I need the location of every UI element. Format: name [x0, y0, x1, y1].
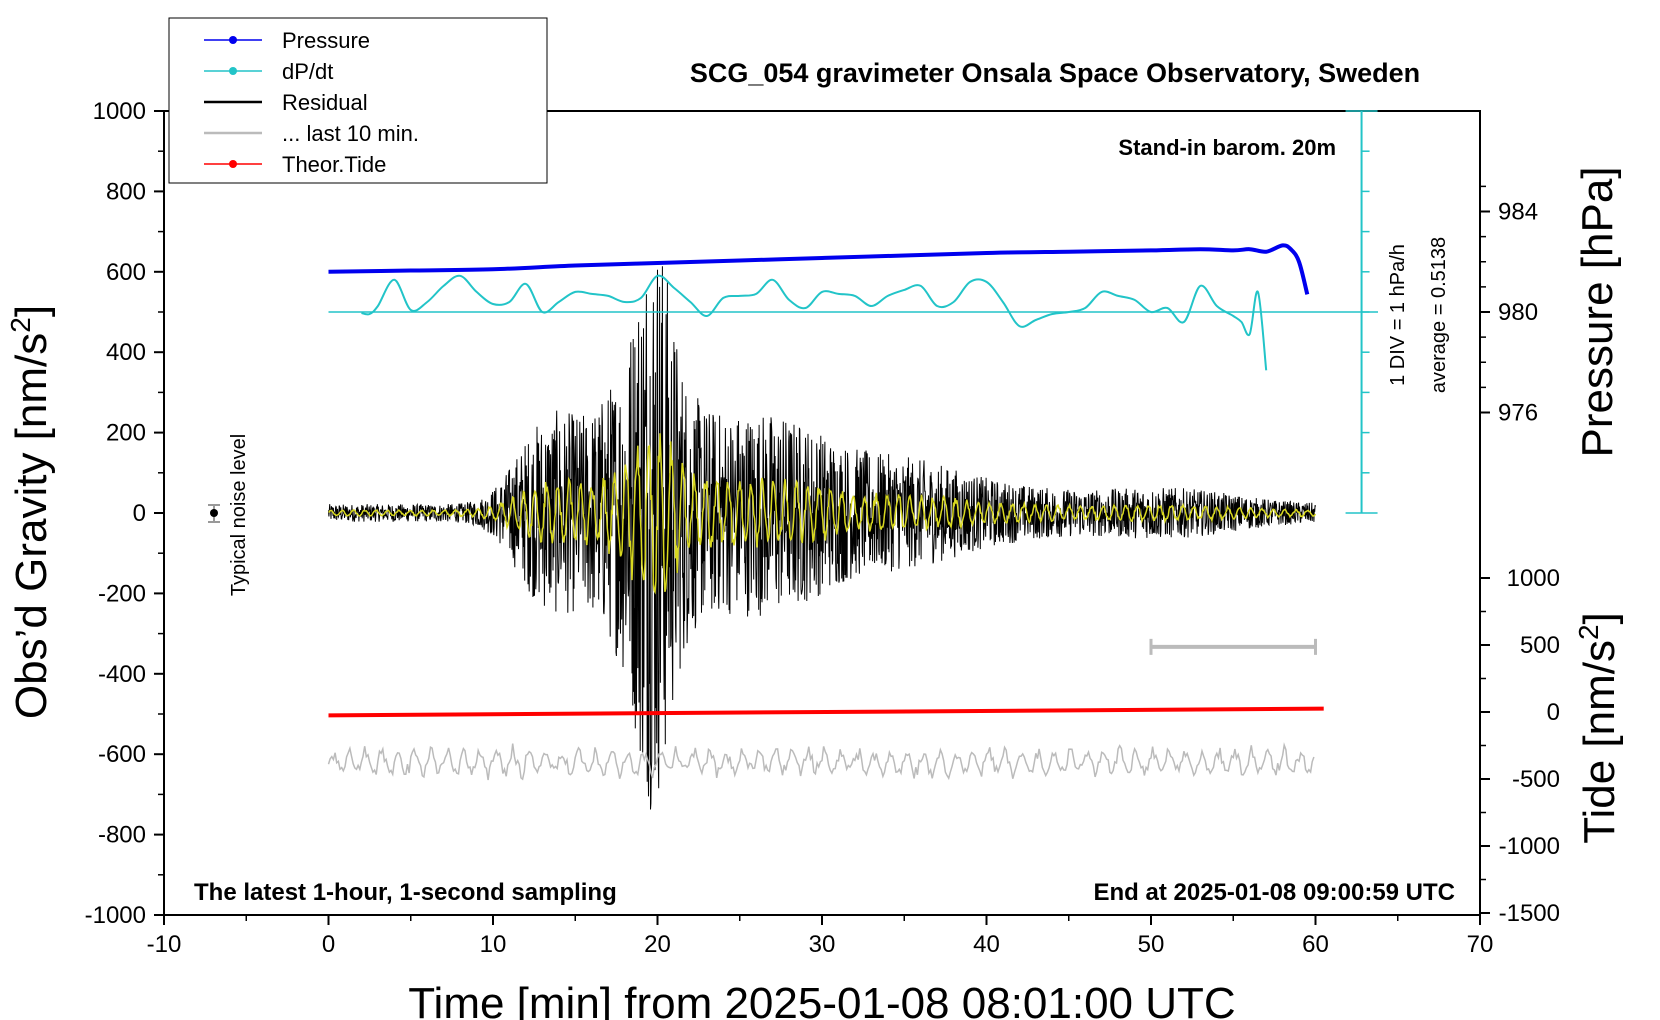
x-tick-label: 60: [1302, 931, 1329, 958]
x-tick-label: 70: [1467, 931, 1494, 958]
legend-label: Residual: [282, 90, 368, 115]
pressure-line: [328, 243, 1310, 295]
y-axis-title-gravity-sup: 2: [5, 317, 36, 333]
tide-tick-label: -1500: [1499, 900, 1560, 927]
legend-swatch-marker: [229, 160, 237, 168]
tide-tick-label: 1000: [1507, 565, 1560, 592]
y-axis-gravity: 1000 800 600 400 200 0 -200 -400 -600 -800 -1000: [85, 98, 164, 929]
y-tick-label: -200: [98, 580, 146, 607]
y-axis-title-tide-main: Tide [nm/s: [1575, 640, 1624, 844]
y-axis-title-tide: Tide [nm/s2]: [1573, 612, 1624, 844]
tide-tick-label: 0: [1547, 699, 1560, 726]
y-tick-label: 400: [106, 339, 146, 366]
last-10-min-bar: [1149, 638, 1317, 655]
y-tick-label: -1000: [85, 902, 146, 929]
x-tick-label: 30: [809, 931, 836, 958]
y-axis-pressure: 984 980 976: [1480, 185, 1538, 427]
y-tick-label: -400: [98, 661, 146, 688]
div-note: 1 DIV = 1 hPa/h: [1387, 244, 1409, 386]
tide-line: [328, 706, 1324, 718]
y-axis-title-gravity-main: Obs’d Gravity [nm/s: [7, 333, 56, 719]
tide-tick-label: 500: [1520, 632, 1560, 659]
y-tick-label: -600: [98, 741, 146, 768]
x-tick-label: 20: [644, 931, 671, 958]
legend-label: ... last 10 min.: [282, 121, 419, 146]
y-tick-label: 0: [133, 500, 146, 527]
y-tick-label: -800: [98, 822, 146, 849]
legend-swatch-marker: [229, 67, 237, 75]
pressure-tick-label: 984: [1498, 199, 1538, 226]
chart-title: SCG_054 gravimeter Onsala Space Observat…: [690, 58, 1420, 88]
residual-line: [328, 266, 1316, 810]
x-tick-label: 50: [1138, 931, 1165, 958]
last-10-min-line: [327, 742, 1315, 781]
x-tick-label: 40: [973, 931, 1000, 958]
y-axis-title-gravity: Obs’d Gravity [nm/s2]: [5, 305, 56, 719]
noise-note: Typical noise level: [228, 434, 250, 596]
bottom-left-note: The latest 1-hour, 1-second sampling: [194, 879, 617, 906]
legend-label: dP/dt: [282, 59, 333, 84]
y-axis-tide: 1000 500 0 -500 -1000 -1500: [1480, 565, 1560, 927]
y-tick-label: 800: [106, 178, 146, 205]
legend-swatch-marker: [229, 36, 237, 44]
x-tick-label: 0: [322, 931, 335, 958]
y-tick-label: 600: [106, 259, 146, 286]
dpdt-line: [361, 274, 1268, 371]
pressure-tick-label: 980: [1498, 299, 1538, 326]
x-tick-label: -10: [147, 931, 182, 958]
legend-label: Pressure: [282, 28, 370, 53]
y-tick-label: 1000: [93, 98, 146, 125]
x-axis-title: Time [min] from 2025-01-08 08:01:00 UTC: [408, 979, 1235, 1020]
average-note: average = 0.5138: [1428, 237, 1450, 393]
tide-tick-label: -1000: [1499, 833, 1560, 860]
barometer-note: Stand-in barom. 20m: [1118, 135, 1336, 160]
legend-label: Theor.Tide: [282, 152, 386, 177]
legend: Pressure dP/dt Residual ... last 10 min. The…: [168, 17, 548, 184]
noise-point: [210, 509, 218, 517]
noise-level-marker: [208, 504, 220, 523]
filtered-residual-line: [328, 433, 1317, 595]
y-axis-title-tide-end: ]: [1575, 612, 1624, 624]
pressure-tick-label: 976: [1498, 400, 1538, 427]
y-tick-label: 200: [106, 420, 146, 447]
y-axis-title-gravity-end: ]: [7, 305, 56, 317]
legend-box: [168, 17, 548, 184]
y-axis-title-tide-sup: 2: [1573, 624, 1604, 640]
x-axis: -10 0 10 20 30 40 50 60 70: [147, 915, 1494, 958]
series-layer: [327, 243, 1379, 810]
x-tick-label: 10: [480, 931, 507, 958]
tide-tick-label: -500: [1512, 766, 1560, 793]
y-axis-title-pressure: Pressure [hPa]: [1573, 166, 1622, 457]
bottom-right-note: End at 2025-01-08 09:00:59 UTC: [1094, 879, 1456, 906]
